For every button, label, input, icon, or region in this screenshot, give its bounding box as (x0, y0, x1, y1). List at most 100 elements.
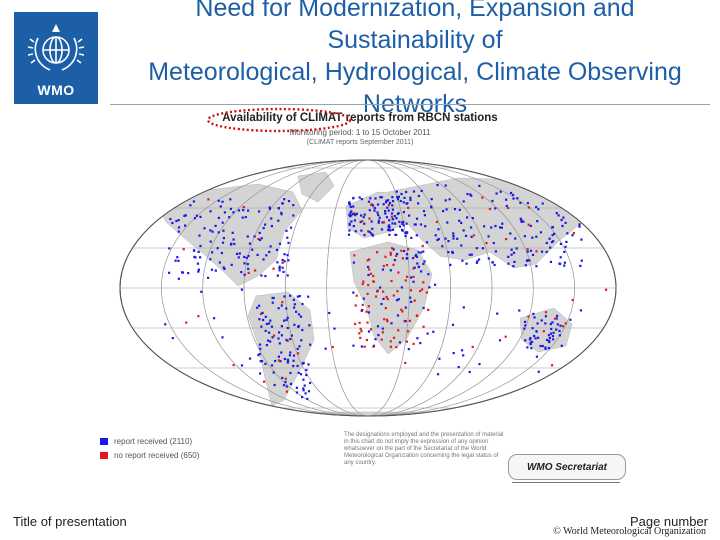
station-marker-no-report (408, 319, 411, 322)
station-marker-received (475, 261, 478, 264)
station-marker-received (469, 193, 472, 196)
station-marker-received (417, 194, 420, 198)
station-marker-received (442, 210, 445, 213)
station-marker-received (304, 392, 307, 395)
station-marker-received (301, 329, 304, 332)
station-marker-received (273, 383, 276, 387)
station-marker-no-report (407, 248, 410, 251)
station-marker-received (382, 297, 385, 300)
station-marker-received (410, 276, 413, 279)
title-line-3: Meteorological, Hydrological, Climate Ob… (148, 58, 682, 86)
station-marker-received (286, 274, 289, 277)
station-marker-received (292, 214, 295, 217)
station-marker-received (441, 245, 444, 248)
station-marker-no-report (386, 320, 389, 323)
station-marker-received (396, 198, 400, 201)
station-marker-received (446, 221, 449, 224)
station-marker-received (396, 314, 400, 317)
station-marker-received (512, 197, 515, 200)
station-marker-received (299, 315, 303, 318)
station-marker-received (566, 232, 569, 235)
station-marker-received (412, 280, 415, 283)
station-marker-received (424, 225, 427, 228)
station-marker-received (533, 316, 536, 319)
station-marker-received (559, 324, 562, 327)
station-marker-received (537, 336, 540, 339)
station-marker-received (220, 251, 223, 255)
station-marker-no-report (390, 247, 394, 250)
station-marker-received (283, 319, 286, 322)
station-marker-received (420, 270, 423, 273)
station-marker-received (405, 190, 408, 194)
station-marker-received (362, 297, 365, 300)
station-marker-received (256, 253, 259, 256)
station-marker-received (373, 207, 376, 210)
station-marker-received (275, 248, 279, 251)
station-marker-received (458, 208, 461, 211)
station-marker-received (380, 228, 384, 231)
station-marker-received (199, 244, 202, 248)
station-marker-received (546, 338, 549, 342)
station-marker-received (388, 226, 391, 229)
station-marker-received (192, 200, 195, 203)
station-marker-received (494, 207, 497, 210)
station-marker-no-report (386, 298, 389, 301)
station-marker-no-report (389, 251, 392, 254)
station-marker-received (278, 331, 281, 334)
map-antarctica (167, 411, 569, 416)
station-marker-no-report (526, 248, 529, 251)
station-marker-no-report (353, 212, 356, 215)
station-marker-no-report (504, 335, 507, 338)
station-marker-received (283, 198, 286, 201)
station-marker-received (409, 198, 412, 202)
station-marker-received (417, 202, 420, 205)
station-marker-received (203, 227, 206, 230)
station-marker-received (513, 260, 516, 263)
station-marker-received (184, 224, 187, 227)
station-marker-received (400, 192, 403, 196)
station-marker-no-report (354, 322, 357, 326)
station-marker-received (402, 224, 405, 227)
station-marker-received (505, 198, 508, 201)
station-marker-received (535, 355, 538, 358)
station-marker-received (363, 213, 366, 216)
station-marker-received (393, 215, 396, 218)
station-marker-received (423, 260, 426, 263)
station-marker-received (221, 200, 224, 203)
station-marker-received (398, 220, 401, 223)
station-marker-no-report (360, 330, 363, 333)
station-marker-received (171, 337, 174, 340)
station-marker-no-report (369, 328, 373, 331)
station-marker-received (301, 396, 304, 399)
station-marker-received (452, 352, 455, 355)
station-marker-received (491, 261, 494, 264)
legend-label-not-received: no report received (650) (114, 450, 200, 460)
station-marker-received (391, 217, 395, 221)
station-marker-received (438, 357, 441, 360)
station-marker-received (328, 311, 331, 315)
station-marker-no-report (413, 299, 416, 302)
station-marker-received (412, 190, 416, 193)
station-marker-received (258, 304, 261, 307)
station-marker-received (437, 373, 440, 376)
station-marker-received (278, 269, 281, 272)
station-marker-no-report (406, 330, 410, 333)
station-marker-received (278, 242, 282, 245)
station-marker-received (387, 228, 390, 231)
station-marker-received (420, 251, 423, 254)
station-marker-no-report (365, 310, 368, 313)
station-marker-received (240, 364, 244, 367)
station-marker-received (409, 296, 412, 299)
station-marker-received (519, 217, 522, 220)
station-marker-received (209, 240, 212, 243)
station-marker-received (563, 261, 566, 264)
station-marker-received (388, 219, 391, 222)
station-marker-received (420, 189, 423, 192)
station-marker-received (352, 205, 355, 208)
station-marker-received (181, 271, 184, 274)
station-marker-no-report (383, 318, 386, 321)
station-marker-received (243, 255, 246, 259)
station-marker-no-report (415, 314, 419, 317)
station-marker-received (400, 286, 403, 289)
station-marker-received (379, 196, 382, 199)
